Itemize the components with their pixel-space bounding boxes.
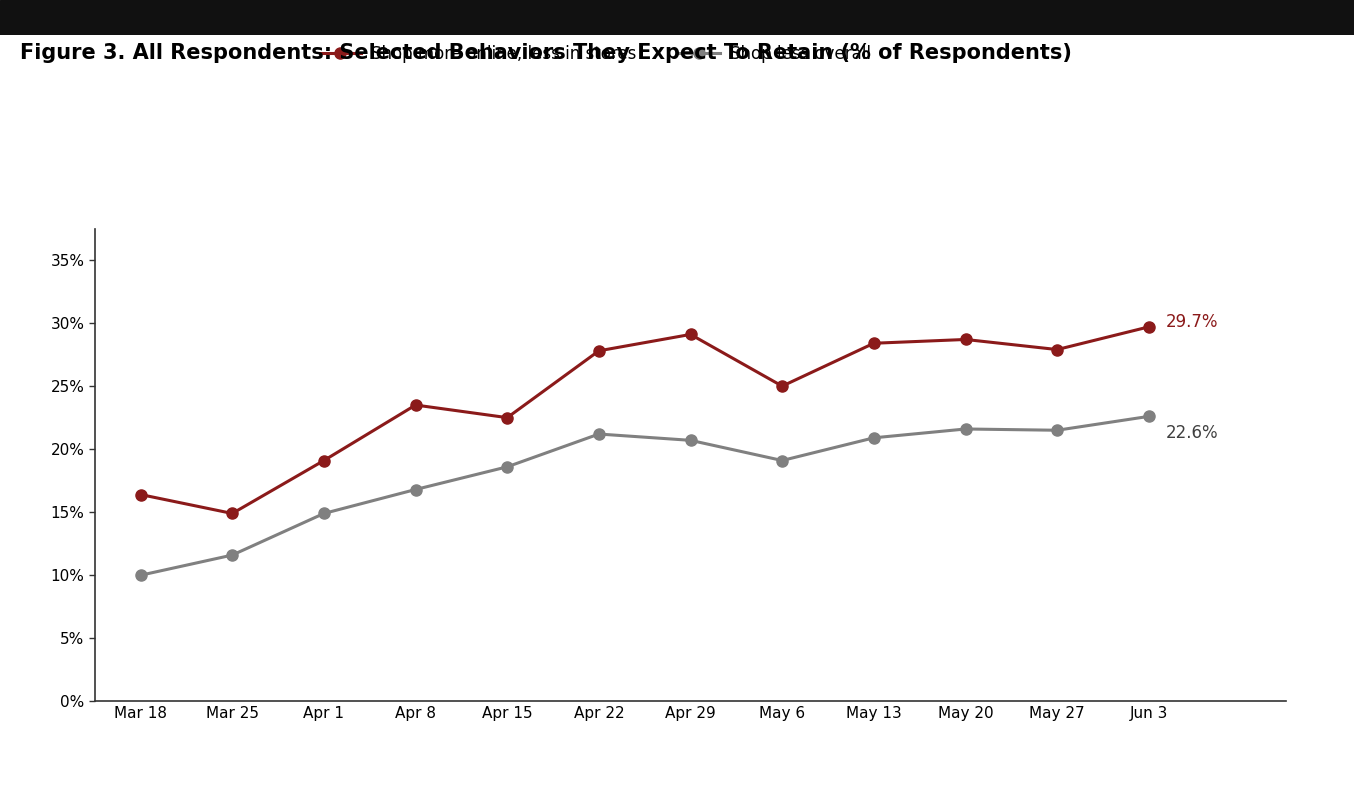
Shop more online, less in stores — [957, 335, 974, 344]
Shop more online, less in stores — [1140, 322, 1156, 332]
Legend: Shop more online, less in stores, Shop less overall: Shop more online, less in stores, Shop l… — [313, 39, 877, 69]
Shop less overall — [408, 485, 424, 494]
Text: 29.7%: 29.7% — [1166, 313, 1217, 331]
Shop more online, less in stores — [865, 339, 881, 348]
Line: Shop less overall: Shop less overall — [135, 411, 1155, 581]
Shop less overall — [774, 455, 791, 465]
Shop less overall — [957, 424, 974, 433]
Shop more online, less in stores — [408, 400, 424, 410]
Shop more online, less in stores — [225, 509, 241, 519]
Shop less overall — [865, 433, 881, 443]
Shop more online, less in stores — [590, 346, 607, 355]
Shop less overall — [500, 462, 516, 471]
Line: Shop more online, less in stores: Shop more online, less in stores — [135, 322, 1155, 519]
Shop more online, less in stores — [682, 329, 699, 339]
Shop more online, less in stores — [1049, 345, 1066, 355]
Shop less overall — [133, 571, 149, 580]
Shop less overall — [225, 550, 241, 559]
Shop less overall — [1049, 426, 1066, 435]
Text: Figure 3. All Respondents: Selected Behaviors They Expect To Retain (% of Respon: Figure 3. All Respondents: Selected Beha… — [20, 43, 1072, 63]
Shop more online, less in stores — [500, 413, 516, 422]
Shop less overall — [590, 429, 607, 439]
Shop more online, less in stores — [133, 490, 149, 500]
Shop less overall — [682, 436, 699, 445]
Shop less overall — [1140, 411, 1156, 421]
Shop more online, less in stores — [315, 455, 332, 465]
Text: 22.6%: 22.6% — [1166, 424, 1219, 442]
Shop less overall — [315, 509, 332, 519]
Shop more online, less in stores — [774, 381, 791, 391]
